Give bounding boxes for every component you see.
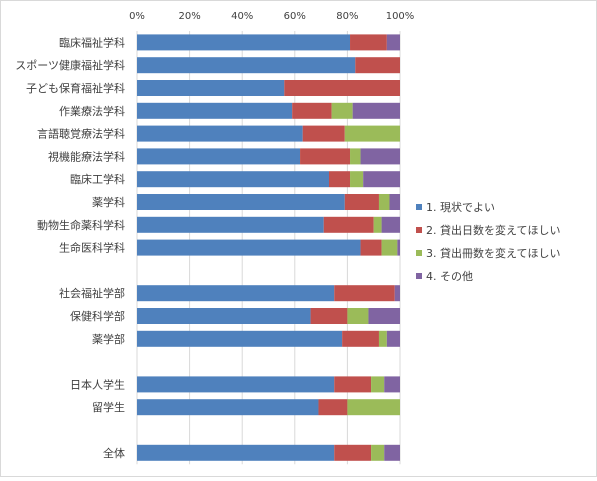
x-tick-label: 40% xyxy=(231,11,253,22)
legend-label: 2. 貸出日数を変えてほしい xyxy=(426,223,560,237)
category-label: 視機能療法学科 xyxy=(48,149,125,163)
bar-segment xyxy=(352,102,400,119)
bar-segment xyxy=(378,194,390,210)
category-label: 保健科学部 xyxy=(70,309,125,323)
category-label: 生命医科学科 xyxy=(59,241,125,255)
legend-swatch xyxy=(416,273,422,279)
bar-segment xyxy=(137,125,303,142)
bar-segment xyxy=(350,171,364,188)
bars xyxy=(137,34,400,461)
bar-segment xyxy=(344,194,379,210)
bar-segment xyxy=(334,285,395,302)
bar-segment xyxy=(360,239,382,256)
category-label: 動物生命薬科学科 xyxy=(37,218,125,232)
bar-segment xyxy=(137,285,335,302)
bar-segment xyxy=(137,376,335,393)
bar-segment xyxy=(328,171,351,188)
bar-segment xyxy=(137,34,351,51)
x-tick-label: 20% xyxy=(178,11,200,22)
bar-segment xyxy=(394,285,400,302)
bar-segment xyxy=(347,399,400,416)
bar-segment xyxy=(368,308,400,324)
bar-segment xyxy=(384,444,400,461)
bar-segment xyxy=(137,330,343,347)
x-tick-label: 60% xyxy=(284,11,306,22)
bar-segment xyxy=(381,239,398,256)
legend-swatch xyxy=(416,227,422,233)
bar-segment xyxy=(381,216,400,233)
bar-segment xyxy=(378,330,387,347)
category-label: 日本人学生 xyxy=(70,377,125,391)
bar-segment xyxy=(347,308,369,324)
x-tick-label: 0% xyxy=(129,11,145,22)
bar-segment xyxy=(300,148,351,165)
x-tick-label: 100% xyxy=(386,11,415,22)
bar-segment xyxy=(360,148,400,165)
bar-segment xyxy=(334,376,372,393)
legend-label: 1. 現状でよい xyxy=(426,200,495,214)
category-label: 言語聴覚療法学科 xyxy=(37,127,125,141)
bar-segment xyxy=(386,34,400,51)
bar-segment xyxy=(371,444,385,461)
bar-segment xyxy=(137,308,311,324)
category-label: 臨床工学科 xyxy=(70,172,125,186)
bar-segment xyxy=(137,216,324,233)
legend-swatch xyxy=(416,204,422,210)
category-labels: 臨床福祉学科スポーツ健康福祉学科子ども保育福祉学科作業療法学科言語聴覚療法学科視… xyxy=(15,35,125,459)
bar-segment xyxy=(389,194,400,210)
legend-label: 3. 貸出冊数を変えてほしい xyxy=(426,246,560,260)
bar-segment xyxy=(137,102,293,119)
bar-segment xyxy=(397,239,400,256)
category-label: 作業療法学科 xyxy=(59,104,125,118)
category-label: 留学生 xyxy=(92,400,125,414)
bar-segment xyxy=(373,216,382,233)
bar-segment xyxy=(355,57,400,74)
bar-segment xyxy=(386,330,400,347)
bar-segment xyxy=(334,444,372,461)
bar-segment xyxy=(302,125,345,142)
bar-segment xyxy=(371,376,385,393)
bar-segment xyxy=(323,216,374,233)
bar-segment xyxy=(384,376,400,393)
category-label: 薬学部 xyxy=(92,332,125,346)
bar-segment xyxy=(344,125,400,142)
bar-segment xyxy=(331,102,353,119)
bar-segment xyxy=(292,102,332,119)
legend-label: 4. その他 xyxy=(426,270,473,283)
category-label: 社会福祉学部 xyxy=(59,286,125,300)
legend-swatch xyxy=(416,250,422,256)
bar-segment xyxy=(137,194,345,210)
bar-segment xyxy=(284,80,400,96)
bar-segment xyxy=(137,148,301,165)
bar-segment xyxy=(363,171,400,188)
category-label: 子ども保育福祉学科 xyxy=(26,81,125,95)
category-label: 全体 xyxy=(103,446,125,460)
bar-segment xyxy=(342,330,379,347)
category-label: 臨床福祉学科 xyxy=(59,35,125,49)
bar-segment xyxy=(350,148,361,165)
legend: 1. 現状でよい 2. 貸出日数を変えてほしい 3. 貸出冊数を変えてほしい 4. そ… xyxy=(416,200,560,283)
x-tick-labels: 0% 20% 40% 60% 80% 100% xyxy=(129,11,414,22)
bar-segment xyxy=(137,80,285,96)
bar-segment xyxy=(350,34,387,51)
bar-segment xyxy=(137,239,361,256)
bar-segment xyxy=(137,444,335,461)
category-label: スポーツ健康福祉学科 xyxy=(15,58,125,72)
category-label: 薬学科 xyxy=(92,195,125,209)
bar-segment xyxy=(137,171,329,188)
bar-segment xyxy=(137,57,356,74)
bar-segment xyxy=(310,308,348,324)
bar-segment xyxy=(318,399,348,416)
x-tick-label: 80% xyxy=(336,11,358,22)
bar-segment xyxy=(137,399,319,416)
